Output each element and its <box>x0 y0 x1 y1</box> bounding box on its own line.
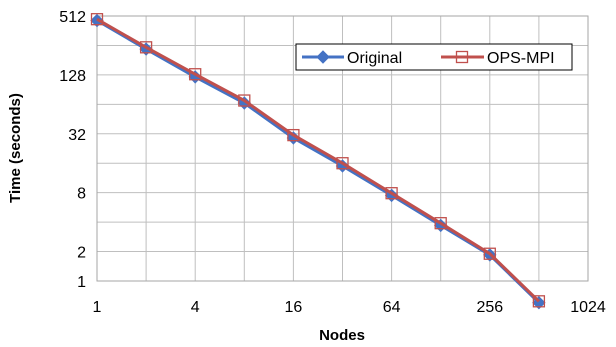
y-tick-label: 128 <box>59 68 86 85</box>
data-point-ops-mpi <box>483 247 496 260</box>
y-tick-label: 1 <box>77 274 86 291</box>
legend: Original OPS-MPI <box>295 43 573 71</box>
data-point-ops-mpi <box>287 128 300 142</box>
series-line-ops-mpi <box>96 17 540 303</box>
data-point-ops-mpi <box>385 187 398 200</box>
legend-marker-ops-mpi <box>455 50 469 64</box>
y-tick-label: 512 <box>59 9 86 26</box>
data-point-ops-mpi <box>434 217 447 230</box>
data-point-ops-mpi <box>532 295 546 308</box>
series-layer <box>90 13 546 310</box>
data-point-ops-mpi <box>189 68 202 81</box>
legend-label-ops-mpi: OPS-MPI <box>487 50 555 67</box>
x-tick-labels: 1 4 16 64 256 1024 <box>93 299 606 316</box>
x-tick-label: 64 <box>383 299 401 316</box>
legend-label-original: Original <box>347 50 402 67</box>
data-point-ops-mpi <box>90 13 104 26</box>
y-axis-title: Time (seconds) <box>7 93 24 203</box>
x-tick-label: 16 <box>285 299 303 316</box>
y-tick-label: 32 <box>68 127 86 144</box>
series-ops-mpi <box>90 13 546 308</box>
x-axis-title: Nodes <box>319 327 365 344</box>
x-tick-label: 4 <box>191 299 200 316</box>
data-point-ops-mpi <box>336 157 349 170</box>
y-tick-label: 8 <box>77 186 86 203</box>
plot-area-border <box>96 15 589 282</box>
data-point-ops-mpi <box>139 41 153 54</box>
x-tick-label: 1 <box>93 299 102 316</box>
data-point-ops-mpi <box>238 94 251 107</box>
legend-marker-original <box>316 50 330 64</box>
x-tick-label: 256 <box>476 299 503 316</box>
x-tick-label: 1024 <box>570 299 606 316</box>
y-tick-label: 2 <box>77 245 86 262</box>
